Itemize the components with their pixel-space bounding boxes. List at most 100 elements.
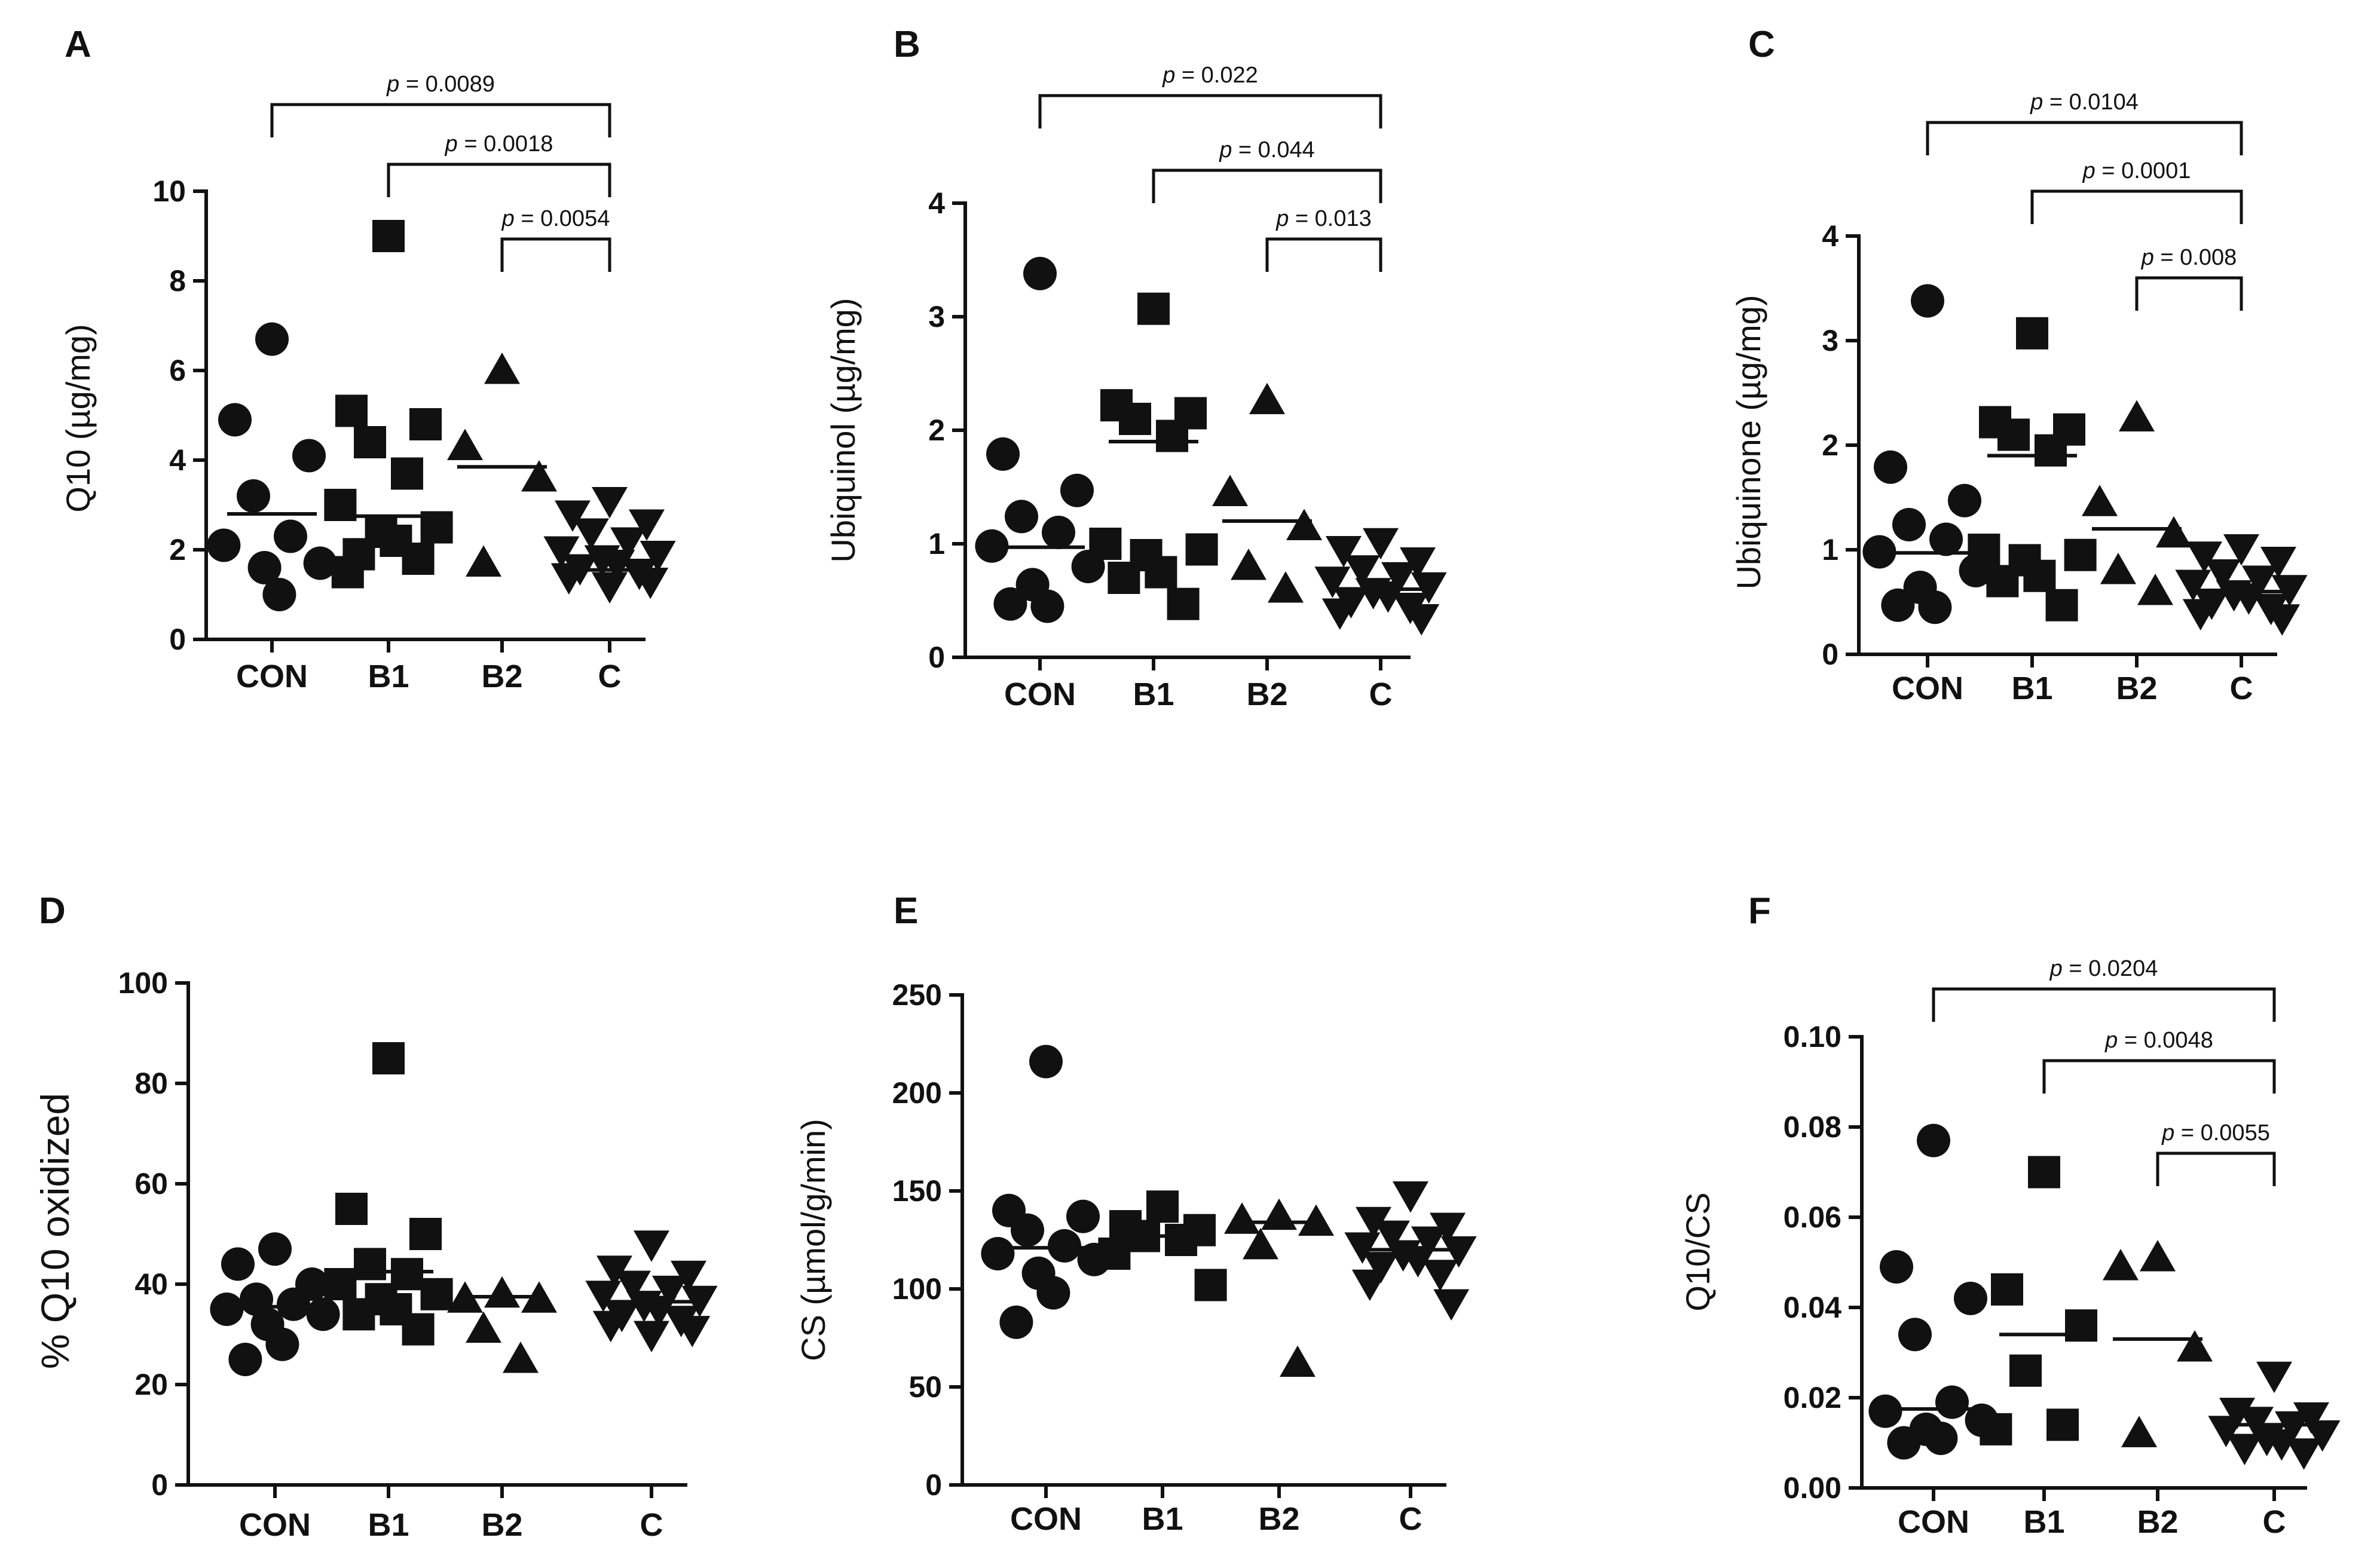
data-point bbox=[1145, 556, 1177, 589]
data-point bbox=[1862, 535, 1896, 569]
significance-bracket: p = 0.0048 bbox=[2042, 1028, 2276, 1094]
data-point bbox=[634, 1321, 669, 1352]
data-point bbox=[2177, 1330, 2213, 1362]
data-point bbox=[247, 551, 282, 584]
data-point bbox=[484, 353, 520, 384]
data-point bbox=[292, 439, 326, 473]
series-C bbox=[1344, 1181, 1477, 1321]
data-point bbox=[221, 1247, 255, 1281]
data-point bbox=[592, 1310, 629, 1343]
data-point bbox=[402, 1313, 435, 1346]
data-point bbox=[1224, 1202, 1260, 1234]
data-point bbox=[372, 220, 405, 252]
y-tick-label: 2 bbox=[169, 533, 186, 566]
data-point bbox=[354, 426, 386, 458]
data-point bbox=[993, 587, 1027, 621]
data-point bbox=[1968, 534, 2000, 566]
data-point bbox=[2009, 1354, 2042, 1387]
data-point bbox=[1137, 292, 1170, 325]
series-CON bbox=[975, 256, 1105, 623]
series-C bbox=[2208, 1361, 2341, 1470]
panel-B: B 0 1 2 3 4 Ubiquinol (µg/mg) CON B1 B2 Cp = 0.022… bbox=[824, 24, 1447, 712]
data-point bbox=[632, 568, 669, 599]
data-point bbox=[1156, 419, 1188, 452]
data-point bbox=[2223, 534, 2259, 566]
y-tick-label: 0 bbox=[928, 641, 945, 674]
y-tick-label: 250 bbox=[892, 978, 942, 1012]
data-point bbox=[342, 1298, 375, 1331]
x-tick-label: B2 bbox=[2116, 670, 2157, 706]
data-point bbox=[975, 529, 1009, 563]
data-point bbox=[466, 1311, 501, 1343]
bracket-line bbox=[387, 163, 611, 197]
y-tick-label: 200 bbox=[892, 1076, 942, 1110]
p-value-label: p = 0.0104 bbox=[2030, 90, 2139, 115]
data-point bbox=[1108, 562, 1140, 594]
data-point bbox=[1918, 590, 1952, 624]
p-value-label: p = 0.044 bbox=[1219, 137, 1315, 163]
data-point bbox=[1146, 1190, 1179, 1223]
data-point bbox=[986, 437, 1020, 471]
data-point bbox=[1165, 1224, 1197, 1256]
data-point bbox=[2304, 1420, 2341, 1452]
series-B2 bbox=[1224, 1198, 1334, 1377]
series-B1 bbox=[324, 1042, 453, 1346]
y-tick-label: 2 bbox=[1822, 428, 1838, 462]
data-point bbox=[1286, 509, 1322, 540]
y-tick-label: 6 bbox=[169, 354, 186, 387]
data-point bbox=[2103, 1249, 2139, 1281]
series-CON bbox=[207, 322, 337, 611]
series-B1 bbox=[1089, 292, 1218, 620]
data-point bbox=[1917, 1123, 1950, 1157]
series-B2 bbox=[2082, 400, 2192, 605]
data-point bbox=[674, 1316, 711, 1348]
data-point bbox=[1048, 1229, 1081, 1263]
data-point bbox=[447, 428, 483, 460]
data-point bbox=[1268, 571, 1304, 603]
data-point bbox=[1411, 1226, 1447, 1258]
data-point bbox=[1030, 589, 1064, 623]
data-point bbox=[629, 509, 665, 541]
y-tick-label: 0.00 bbox=[1784, 1471, 1841, 1505]
data-point bbox=[1212, 474, 1248, 506]
data-point bbox=[2082, 485, 2118, 516]
data-point bbox=[1298, 1204, 1334, 1236]
data-point bbox=[681, 1285, 718, 1318]
series-CON bbox=[1862, 284, 1993, 624]
significance-bracket: p = 0.0055 bbox=[2156, 1120, 2276, 1186]
p-value-label: p = 0.0089 bbox=[386, 72, 495, 97]
panel-D: D 0 20 40 60 80 100 % Q10 oxidized CON B1 B2 C bbox=[33, 890, 718, 1543]
data-point bbox=[1911, 284, 1944, 318]
data-point bbox=[599, 550, 635, 581]
y-tick-label: 0.08 bbox=[1784, 1110, 1841, 1144]
data-point bbox=[258, 1232, 292, 1266]
data-point bbox=[1374, 1220, 1410, 1252]
x-tick-label: B1 bbox=[1142, 1501, 1183, 1537]
data-point bbox=[1194, 1269, 1227, 1301]
data-point bbox=[615, 1270, 651, 1302]
data-point bbox=[303, 546, 337, 580]
data-point bbox=[1948, 483, 1981, 517]
data-point bbox=[2186, 541, 2222, 573]
data-point bbox=[585, 1281, 622, 1312]
significance-bracket: p = 0.0001 bbox=[2030, 158, 2243, 224]
data-point bbox=[1119, 403, 1151, 435]
data-point bbox=[2045, 589, 2078, 621]
y-tick-label: 0 bbox=[151, 1468, 168, 1502]
data-point bbox=[1036, 1276, 1070, 1310]
data-point bbox=[2035, 434, 2067, 467]
data-point bbox=[1326, 536, 1362, 568]
significance-bracket: p = 0.0089 bbox=[270, 72, 611, 137]
data-point bbox=[306, 1297, 340, 1331]
bracket-line bbox=[1926, 121, 2243, 155]
y-tick-label: 150 bbox=[892, 1174, 942, 1208]
y-tick-label: 0.10 bbox=[1784, 1020, 1841, 1054]
x-tick-label: C bbox=[1369, 676, 1393, 712]
x-tick-label: CON bbox=[236, 659, 308, 694]
data-point bbox=[2137, 574, 2173, 605]
data-point bbox=[2226, 1434, 2263, 1466]
data-point bbox=[1980, 1413, 2012, 1446]
x-tick-label: B2 bbox=[481, 1507, 522, 1543]
series-B2 bbox=[447, 353, 557, 577]
y-tick-label: 0.06 bbox=[1784, 1200, 1841, 1234]
